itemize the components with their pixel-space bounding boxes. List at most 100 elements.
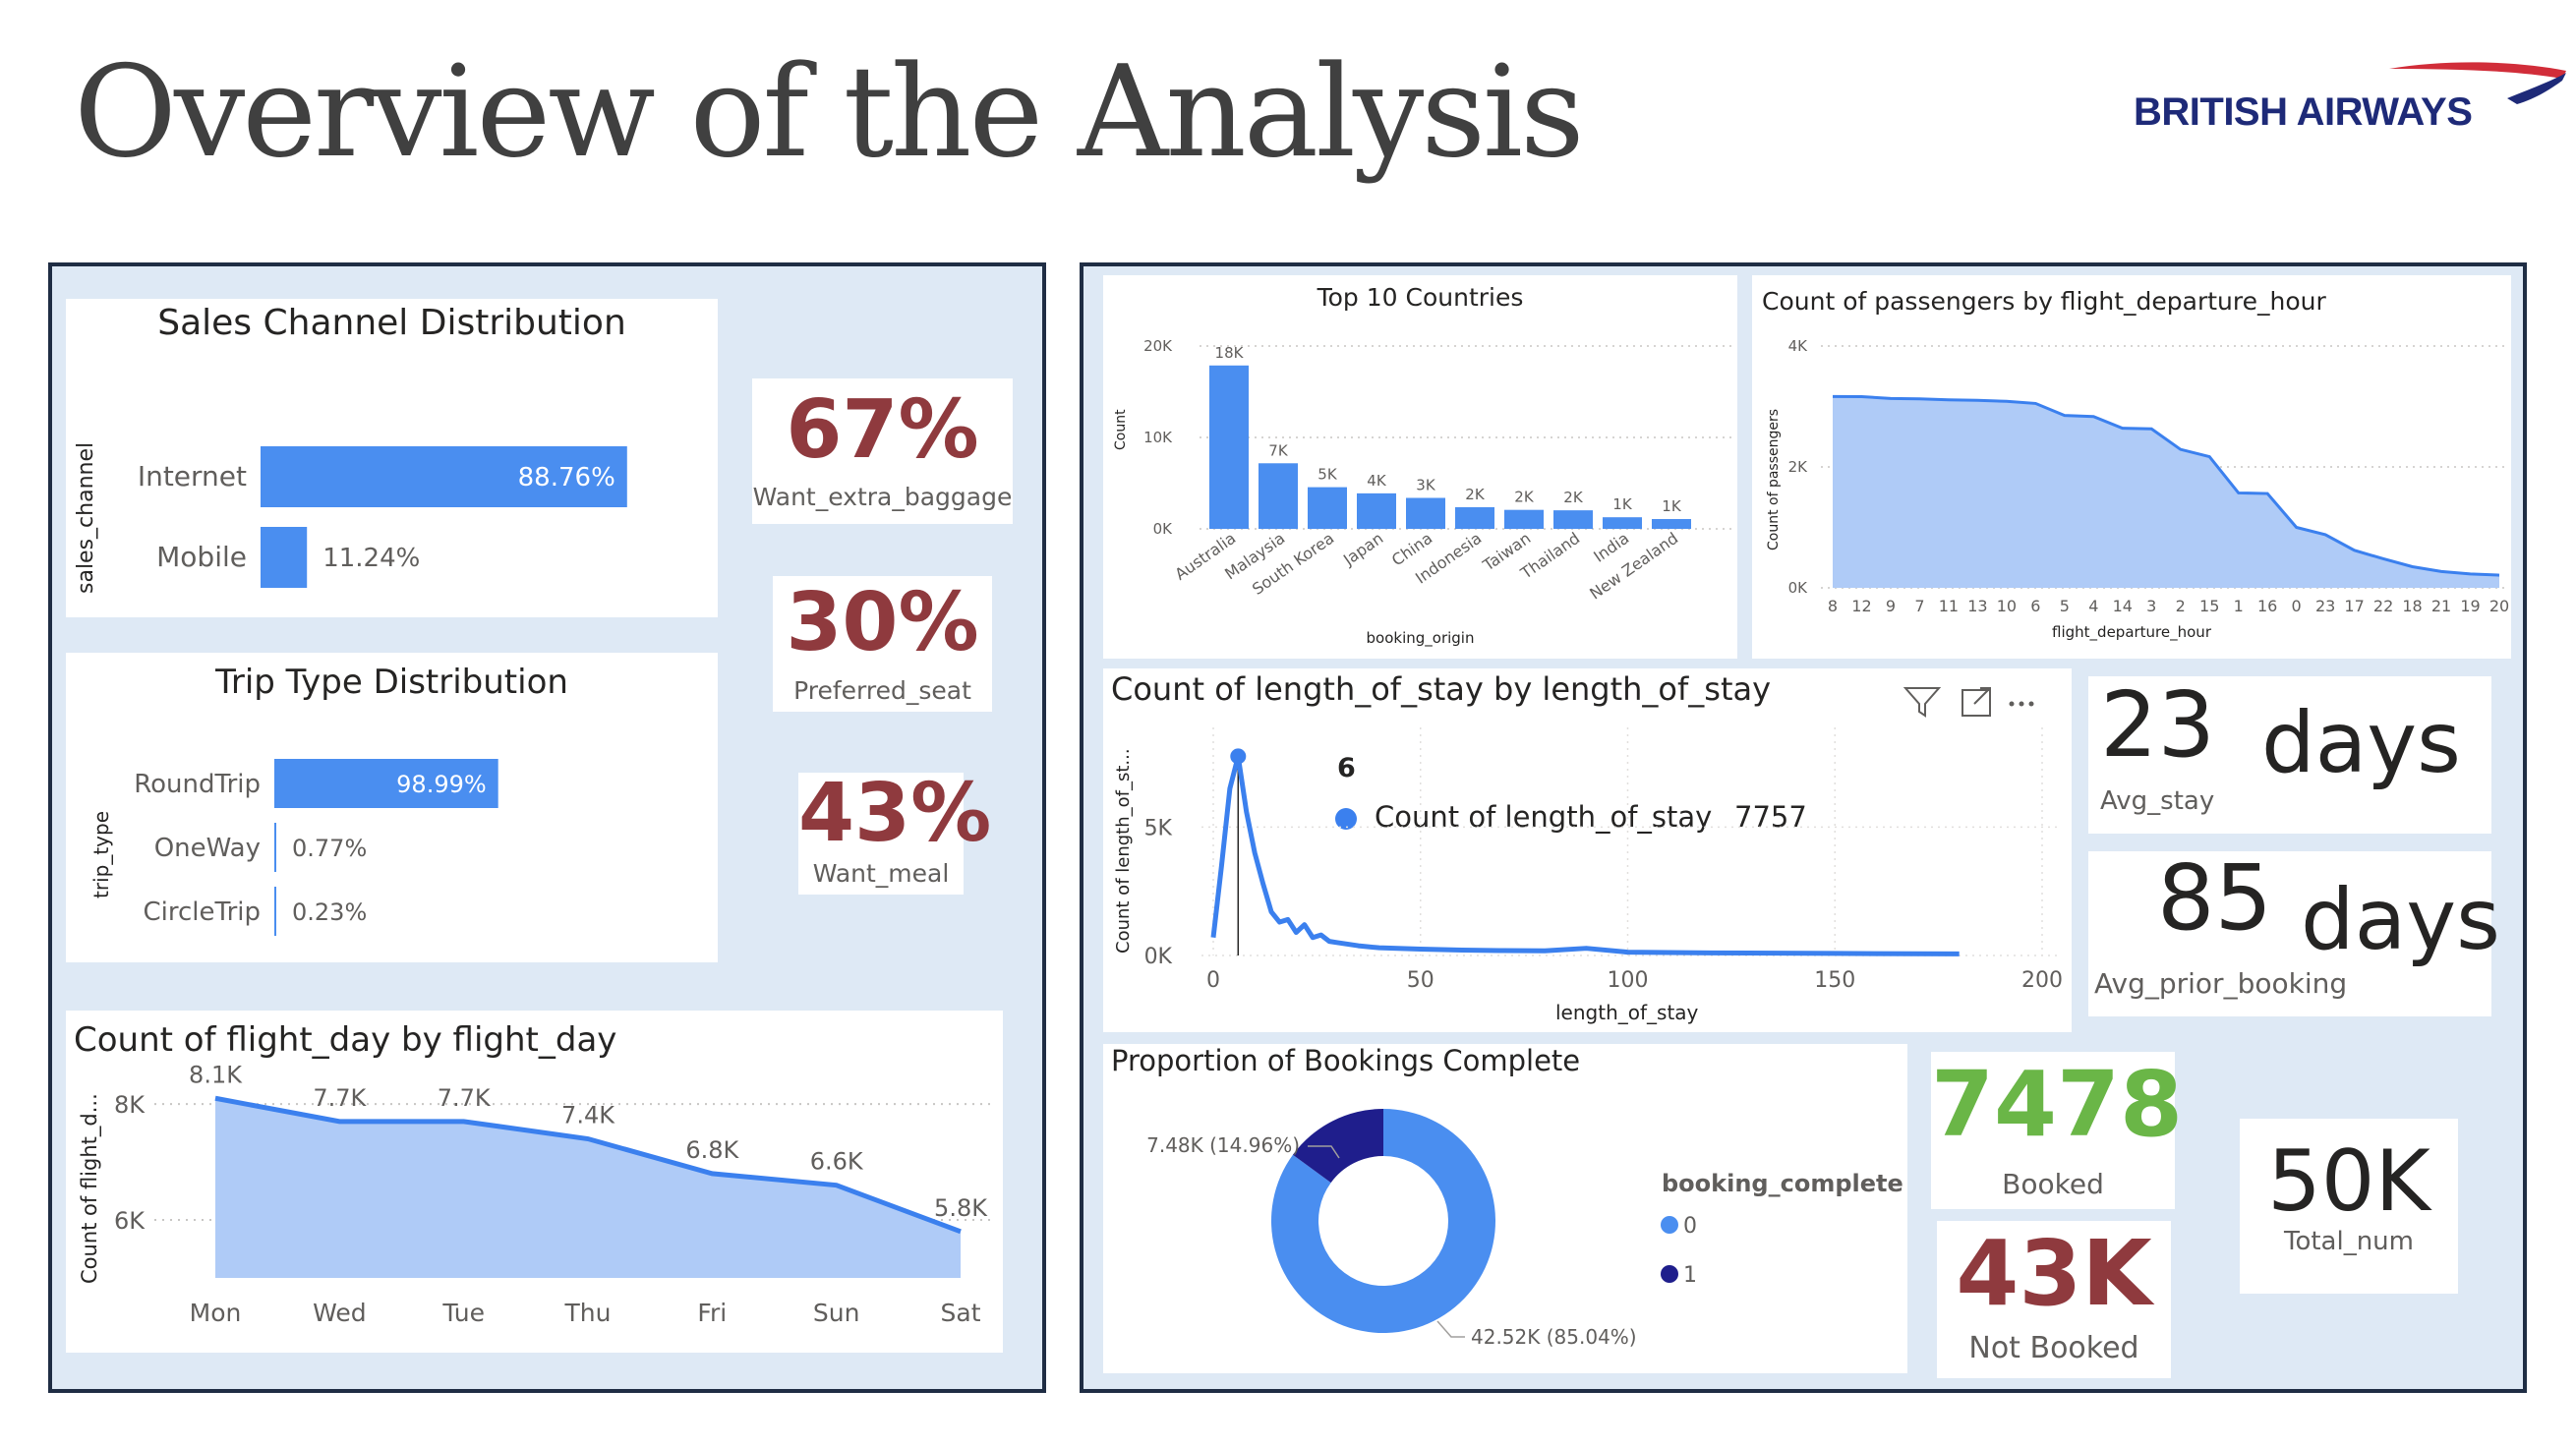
bar-data-label: 18K — [1215, 344, 1245, 362]
kpi-want-meal: 43% Want_meal — [798, 767, 991, 895]
area-fill — [1833, 396, 2499, 588]
trip-type-chart: RoundTrip 98.99% OneWay 0.77% CircleTrip 0.23… — [134, 759, 498, 936]
legend-marker — [1661, 1216, 1678, 1234]
top-countries-card: Top 10 Countries Count booking_origin 0K… — [1103, 275, 1737, 659]
x-tick-label: 21 — [2431, 597, 2451, 615]
data-label: 6.8K — [685, 1136, 739, 1164]
donut-slice — [1271, 1109, 1495, 1333]
x-tick-label: 0 — [2292, 597, 2302, 615]
x-tick-label: 20 — [2489, 597, 2509, 615]
data-label: 7.4K — [561, 1102, 615, 1129]
x-tick-label: 100 — [1608, 968, 1649, 993]
departure-hour-title: Count of passengers by flight_departure_… — [1762, 287, 2326, 316]
bar-data-label: 1K — [1612, 495, 1633, 513]
x-tick-label: Sat — [941, 1299, 981, 1327]
departure-hour-xlabel: flight_departure_hour — [2052, 623, 2211, 641]
data-label: 5.8K — [934, 1194, 988, 1222]
x-tick-label: 12 — [1851, 597, 1871, 615]
bookings-complete-card: Proportion of Bookings Complete booking_… — [1103, 1044, 1907, 1373]
legend-marker — [1661, 1265, 1678, 1283]
x-tick-label: 11 — [1939, 597, 1959, 615]
sales-channel-card: Sales Channel Distribution sales_channel… — [66, 299, 718, 617]
y-tick-label: 2K — [1788, 458, 1809, 476]
bar — [274, 887, 276, 936]
bar-category-label: Internet — [138, 460, 247, 492]
x-tick-label: 1 — [2234, 597, 2244, 615]
x-tick-label: 13 — [1967, 597, 1987, 615]
series-line — [1832, 394, 2500, 577]
bar-data-label: 5K — [1317, 466, 1338, 484]
bar — [1259, 463, 1298, 529]
bar-data-label: 2K — [1514, 489, 1535, 506]
data-label: 6.6K — [810, 1148, 864, 1176]
length-of-stay-card: Count of length_of_stay by length_of_sta… — [1103, 668, 2072, 1032]
x-tick-label: 7 — [1914, 597, 1924, 615]
bar-category-label: RoundTrip — [134, 770, 261, 799]
x-tick-label: 6 — [2030, 597, 2040, 615]
bar-data-label: 4K — [1367, 472, 1387, 490]
bar-category-label: CircleTrip — [144, 897, 262, 927]
bar — [1504, 509, 1544, 529]
kpi-booked-label: Booked — [2002, 1168, 2104, 1200]
x-tick-label: 150 — [1814, 968, 1855, 993]
x-tick-label: 17 — [2344, 597, 2364, 615]
bar — [1357, 492, 1396, 529]
bar — [1455, 506, 1494, 529]
series-line — [1210, 753, 1960, 956]
tooltip-series-value: 7757 — [1734, 800, 1807, 834]
departure-hour-card: Count of passengers by flight_departure_… — [1752, 275, 2511, 659]
kpi-avg-stay-unit: days — [2261, 694, 2461, 792]
bar-data-label: 7K — [1268, 441, 1289, 459]
bar — [261, 527, 308, 588]
bookings-legend-title: booking_complete — [1662, 1170, 1903, 1197]
kpi-extra-baggage-value: 67% — [786, 383, 979, 477]
x-tick-label: 23 — [2315, 597, 2335, 615]
flight-day-title: Count of flight_day by flight_day — [74, 1020, 617, 1060]
y-tick-label: 20K — [1143, 337, 1173, 355]
y-tick-label: 0K — [1153, 520, 1174, 538]
x-tick-label: 18 — [2402, 597, 2422, 615]
filter-icon[interactable] — [1903, 687, 1942, 718]
focus-mode-icon[interactable] — [1961, 687, 1991, 717]
kpi-preferred-seat-label: Preferred_seat — [793, 676, 971, 705]
x-tick-label: 4 — [2088, 597, 2098, 615]
logo-text: BRITISH AIRWAYS — [2134, 90, 2473, 134]
slice-data-label: 7.48K (14.96%) — [1146, 1133, 1300, 1157]
x-tick-label: 2 — [2176, 597, 2186, 615]
x-tick-label: 5 — [2060, 597, 2070, 615]
bar — [1406, 497, 1445, 529]
british-airways-speedmarque-icon — [2389, 62, 2566, 104]
bar-category-label: OneWay — [154, 834, 261, 863]
kpi-avg-prior-label: Avg_prior_booking — [2094, 967, 2348, 1000]
leader-line — [1436, 1320, 1465, 1338]
bar — [274, 759, 498, 808]
x-tick-label: 22 — [2373, 597, 2393, 615]
kpi-avg-stay-label: Avg_stay — [2100, 786, 2215, 816]
x-tick-label: Fri — [697, 1299, 727, 1327]
top-countries-title: Top 10 Countries — [1317, 283, 1524, 312]
bar-data-label: 98.99% — [396, 771, 487, 798]
bar — [274, 823, 276, 872]
page-title: Overview of the Analysis — [74, 39, 1585, 186]
trip-type-title: Trip Type Distribution — [215, 663, 568, 702]
length-of-stay-title: Count of length_of_stay by length_of_sta… — [1111, 670, 1772, 708]
donut-slice — [1292, 1109, 1383, 1184]
kpi-extra-baggage: 67% Want_extra_baggage — [752, 378, 1013, 524]
kpi-avg-prior-value: 85 — [2157, 845, 2273, 951]
kpi-want-meal-label: Want_meal — [812, 859, 950, 888]
x-tick-label: 16 — [2257, 597, 2277, 615]
bar-data-label: 0.77% — [292, 835, 367, 862]
y-tick-label: 6K — [114, 1207, 146, 1235]
sales-channel-chart: Internet 88.76% Mobile 11.24% — [138, 446, 627, 588]
x-tick-label: 3 — [2146, 597, 2156, 615]
kpi-not-booked-value: 43K — [1956, 1221, 2152, 1326]
slice-data-label: 42.52K (85.04%) — [1471, 1325, 1637, 1349]
more-options-icon[interactable] — [2009, 701, 2034, 707]
x-tick-label: 19 — [2460, 597, 2480, 615]
kpi-avg-stay: 23 days Avg_stay — [2088, 672, 2491, 834]
flight-day-card: Count of flight_day by flight_day Count … — [66, 1011, 1003, 1353]
kpi-total-num: 50K Total_num — [2240, 1119, 2458, 1294]
bar-data-label: 88.76% — [518, 463, 615, 492]
x-tick-label: 200 — [2021, 968, 2063, 993]
